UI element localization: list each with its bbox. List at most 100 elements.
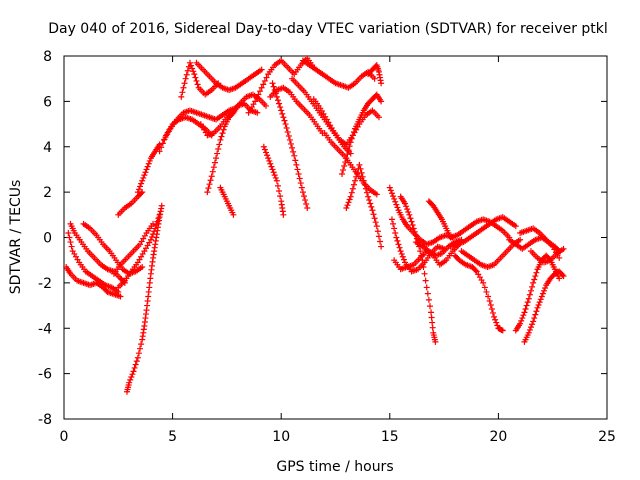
data-point [348,189,355,196]
data-point [299,189,306,196]
data-point [182,75,189,82]
data-point [530,318,537,325]
data-point [533,308,540,315]
series-arc-z [343,161,385,250]
y-tick-label: -2 [38,276,52,292]
data-point [347,193,354,200]
data-point [429,324,436,331]
data-point [349,132,356,139]
data-point [184,67,191,74]
data-point [270,169,277,176]
series-arc-am [512,252,563,334]
data-point [346,196,353,203]
series-arc-t [267,84,326,137]
data-point [343,205,350,212]
data-point [365,193,372,200]
data-point [294,166,301,173]
data-point [352,177,359,184]
y-tick-label: -4 [38,321,52,337]
data-point [340,167,347,174]
data-point [526,326,533,333]
data-point [291,152,298,159]
y-tick-label: 4 [43,140,52,156]
data-point [134,354,141,361]
x-axis: 0 5 10 15 20 25 [60,56,616,445]
data-point [210,164,217,171]
data-point [144,163,151,170]
data-point [408,218,415,225]
series-arc-w [310,96,382,148]
data-point [270,83,277,90]
data-point [207,177,214,184]
series-arc-ap [527,245,567,266]
data-point [525,329,532,336]
data-point [542,284,549,291]
data-point [411,228,418,235]
data-point [278,107,285,114]
data-point [523,302,530,309]
data-point [254,109,261,116]
series-arc-p [197,91,269,139]
data-point [366,197,373,204]
data-point [209,168,216,175]
data-point [387,187,394,194]
data-point [272,174,279,181]
data-point [388,190,395,197]
data-point [188,62,195,69]
data-point [559,271,566,278]
data-point [480,279,487,286]
data-point [525,295,532,302]
data-point [292,157,299,164]
data-point [388,216,395,223]
data-point [117,293,124,300]
data-point [137,345,144,352]
data-point [128,374,135,381]
data-point [158,144,165,151]
data-point [409,222,416,229]
x-tick-label: 10 [272,429,290,445]
data-point [489,309,496,316]
series-arc-aj [451,252,506,334]
data-point [556,275,563,282]
data-point [393,234,400,241]
data-point [372,219,379,226]
data-point [375,114,382,121]
data-point [145,160,152,167]
data-point [522,305,529,312]
data-point [178,93,185,100]
data-point [280,211,287,218]
data-point [158,202,165,209]
data-point [362,185,369,192]
data-point [186,59,193,66]
data-point [492,316,499,323]
data-point [421,270,428,277]
data-point [350,181,357,188]
data-point [150,220,157,227]
data-point [390,193,397,200]
data-point [344,202,351,209]
data-point [141,172,148,179]
data-point [423,284,430,291]
data-point [426,303,433,310]
data-point [302,197,309,204]
data-point [344,151,351,158]
data-point [532,273,539,280]
data-point [535,301,542,308]
data-point [488,305,495,312]
data-point [428,309,435,316]
data-point [127,376,134,383]
data-point [410,225,417,232]
data-point [135,186,142,193]
data-point [271,172,278,179]
series-arc-ac [388,216,448,275]
data-point [276,187,283,194]
data-point [533,269,540,276]
data-point [390,220,397,227]
data-point [126,379,133,386]
data-point [156,148,163,155]
data-point [373,191,380,198]
y-axis-label: SDTVAR / TECUs [8,180,24,295]
data-point [375,233,382,240]
data-point [137,183,144,190]
data-point [349,185,356,192]
